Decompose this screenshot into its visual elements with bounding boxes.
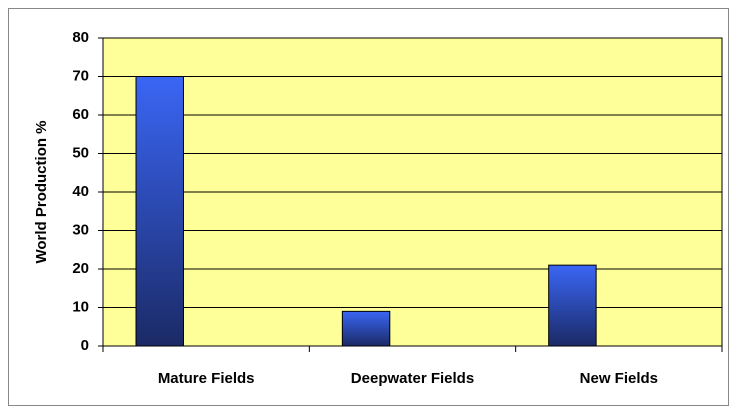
y-tick-label: 80 [72, 29, 89, 46]
x-tick-label: Mature Fields [158, 370, 255, 387]
x-tick-label: New Fields [580, 370, 658, 387]
y-tick-label: 70 [72, 67, 89, 84]
x-tick-label: Deepwater Fields [351, 370, 474, 387]
y-tick-label: 10 [72, 298, 89, 315]
y-tick-label: 50 [72, 144, 89, 161]
y-tick-label: 40 [72, 183, 89, 200]
bar [548, 264, 597, 347]
bar [135, 76, 184, 347]
bar [341, 310, 391, 347]
y-tick-label: 20 [72, 260, 89, 277]
y-tick-label: 0 [81, 337, 89, 354]
y-axis-title: World Production % [33, 120, 50, 263]
y-tick-label: 60 [72, 106, 89, 123]
y-tick-label: 30 [72, 221, 89, 238]
